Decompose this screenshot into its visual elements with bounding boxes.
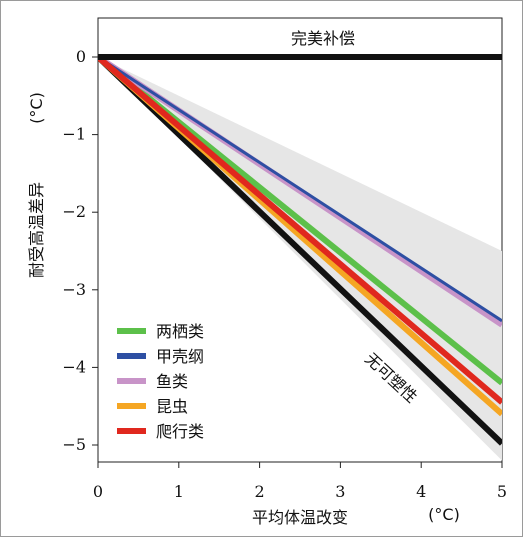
- series-line-1: [98, 54, 502, 446]
- shaded-band: [98, 57, 502, 461]
- legend-label-4: 鱼类: [156, 372, 188, 391]
- axes-group: 0 1 2 3 4 5 0 −1 −2 −3 −4 −5: [62, 47, 507, 501]
- legend-label-2: 两栖类: [156, 322, 204, 341]
- x-axis-unit: (°C): [428, 505, 460, 524]
- legend-label-5: 昆虫: [156, 397, 188, 416]
- x-tick-label-3: 3: [335, 482, 345, 501]
- y-axis-unit: (°C): [27, 92, 46, 124]
- y-tick-label-2: −2: [62, 202, 86, 221]
- legend-label-6: 爬行类: [156, 422, 204, 441]
- x-tick-label-2: 2: [255, 482, 265, 501]
- x-tick-label-5: 5: [497, 482, 507, 501]
- annotation-full-compensation: 完美补偿: [291, 29, 355, 48]
- series-group: [98, 54, 502, 446]
- y-tick-label-1: −1: [62, 125, 86, 144]
- y-tick-label-0: 0: [76, 47, 86, 66]
- x-tick-label-4: 4: [416, 482, 426, 501]
- y-tick-label-4: −4: [62, 357, 86, 376]
- series-line-3: [98, 55, 502, 323]
- series-line-6: [98, 54, 502, 405]
- x-axis-title: 平均体温改变: [252, 508, 348, 527]
- x-tick-label-0: 0: [93, 482, 103, 501]
- legend-label-3: 甲壳纲: [156, 347, 204, 366]
- y-axis-title: 耐受高温差异: [27, 182, 46, 278]
- x-tick-label-1: 1: [174, 482, 184, 501]
- y-tick-label-3: −3: [62, 280, 86, 299]
- y-tick-label-5: −5: [62, 435, 86, 454]
